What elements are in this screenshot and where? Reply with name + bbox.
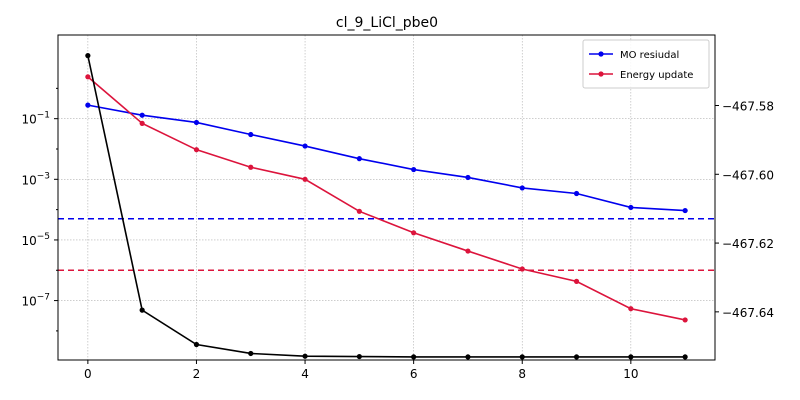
- legend-label: Energy update: [620, 70, 693, 81]
- data-point-energy-update: [85, 74, 91, 80]
- data-point-energy-update: [628, 306, 634, 312]
- data-point-total-energy: [411, 354, 417, 360]
- series-line-mo-resiudal: [87, 104, 686, 212]
- data-point-energy-update: [682, 317, 688, 323]
- data-point-energy-update: [193, 147, 200, 153]
- data-point-total-energy: [302, 353, 308, 359]
- data-point-energy-update: [411, 230, 417, 236]
- data-point-mo-resiudal: [519, 185, 525, 191]
- data-point-mo-resiudal: [411, 166, 417, 173]
- data-point-total-energy: [628, 354, 634, 360]
- data-point-mo-resiudal: [248, 131, 254, 138]
- series-line-energy-update: [87, 76, 686, 321]
- y-axis-left: 10−1 10−3 10−5 10−7: [21, 87, 58, 332]
- legend-swatch-marker: [598, 51, 604, 57]
- legend-label: MO resiudal: [620, 50, 679, 61]
- data-point-total-energy: [85, 53, 91, 59]
- data-point-total-energy: [356, 353, 362, 360]
- data-point-mo-resiudal: [573, 190, 580, 197]
- y-right-tick-label: −467.62: [722, 237, 774, 251]
- chart-title: cl_9_LiCl_pbe0: [336, 15, 438, 31]
- data-point-mo-resiudal: [682, 207, 688, 214]
- threshold-lines: [58, 217, 715, 272]
- data-point-energy-update: [356, 208, 362, 214]
- plot-frame: [57, 34, 716, 361]
- data-point-energy-update: [139, 120, 145, 126]
- data-point-total-energy: [193, 341, 200, 348]
- data-point-mo-resiudal: [356, 156, 362, 162]
- data-point-total-energy: [573, 354, 580, 360]
- x-tick-label: 10: [623, 367, 638, 381]
- data-point-total-energy: [682, 354, 688, 360]
- x-tick-label: 0: [84, 367, 92, 381]
- data-point-energy-update: [248, 164, 254, 170]
- x-axis: 0 2 4 6 8 10: [84, 360, 638, 381]
- series-line-total-energy: [87, 55, 686, 358]
- y-left-tick-label: 10−3: [21, 171, 50, 187]
- data-point-energy-update: [465, 248, 471, 254]
- data-point-total-energy: [248, 350, 254, 357]
- data-point-mo-resiudal: [85, 102, 91, 108]
- y-right-tick-label: −467.60: [722, 168, 774, 182]
- data-point-energy-update: [573, 278, 580, 284]
- x-tick-label: 8: [518, 367, 526, 381]
- y-left-tick-label: 10−7: [21, 293, 50, 309]
- data-point-energy-update: [302, 176, 308, 182]
- y-right-tick-label: −467.64: [722, 306, 774, 320]
- legend-swatch-marker: [598, 71, 604, 77]
- series-layer: [85, 53, 688, 360]
- x-tick-label: 4: [301, 367, 309, 381]
- data-point-mo-resiudal: [628, 204, 634, 211]
- data-point-total-energy: [465, 354, 471, 360]
- data-point-mo-resiudal: [465, 174, 471, 181]
- data-point-mo-resiudal: [302, 143, 308, 149]
- data-point-total-energy: [519, 354, 525, 360]
- data-point-total-energy: [139, 307, 145, 313]
- legend-box: [582, 39, 710, 89]
- y-left-tick-label: 10−5: [21, 232, 50, 248]
- y-left-tick-label: 10−1: [21, 111, 50, 127]
- y-right-tick-label: −467.58: [722, 100, 774, 114]
- data-point-mo-resiudal: [139, 112, 145, 118]
- x-tick-label: 2: [193, 367, 201, 381]
- data-point-energy-update: [519, 266, 525, 272]
- y-axis-right: −467.58 −467.60 −467.62 −467.64: [715, 100, 774, 320]
- data-point-mo-resiudal: [193, 119, 200, 126]
- x-tick-label: 6: [410, 367, 418, 381]
- legend: MO resiudal Energy update: [582, 39, 710, 89]
